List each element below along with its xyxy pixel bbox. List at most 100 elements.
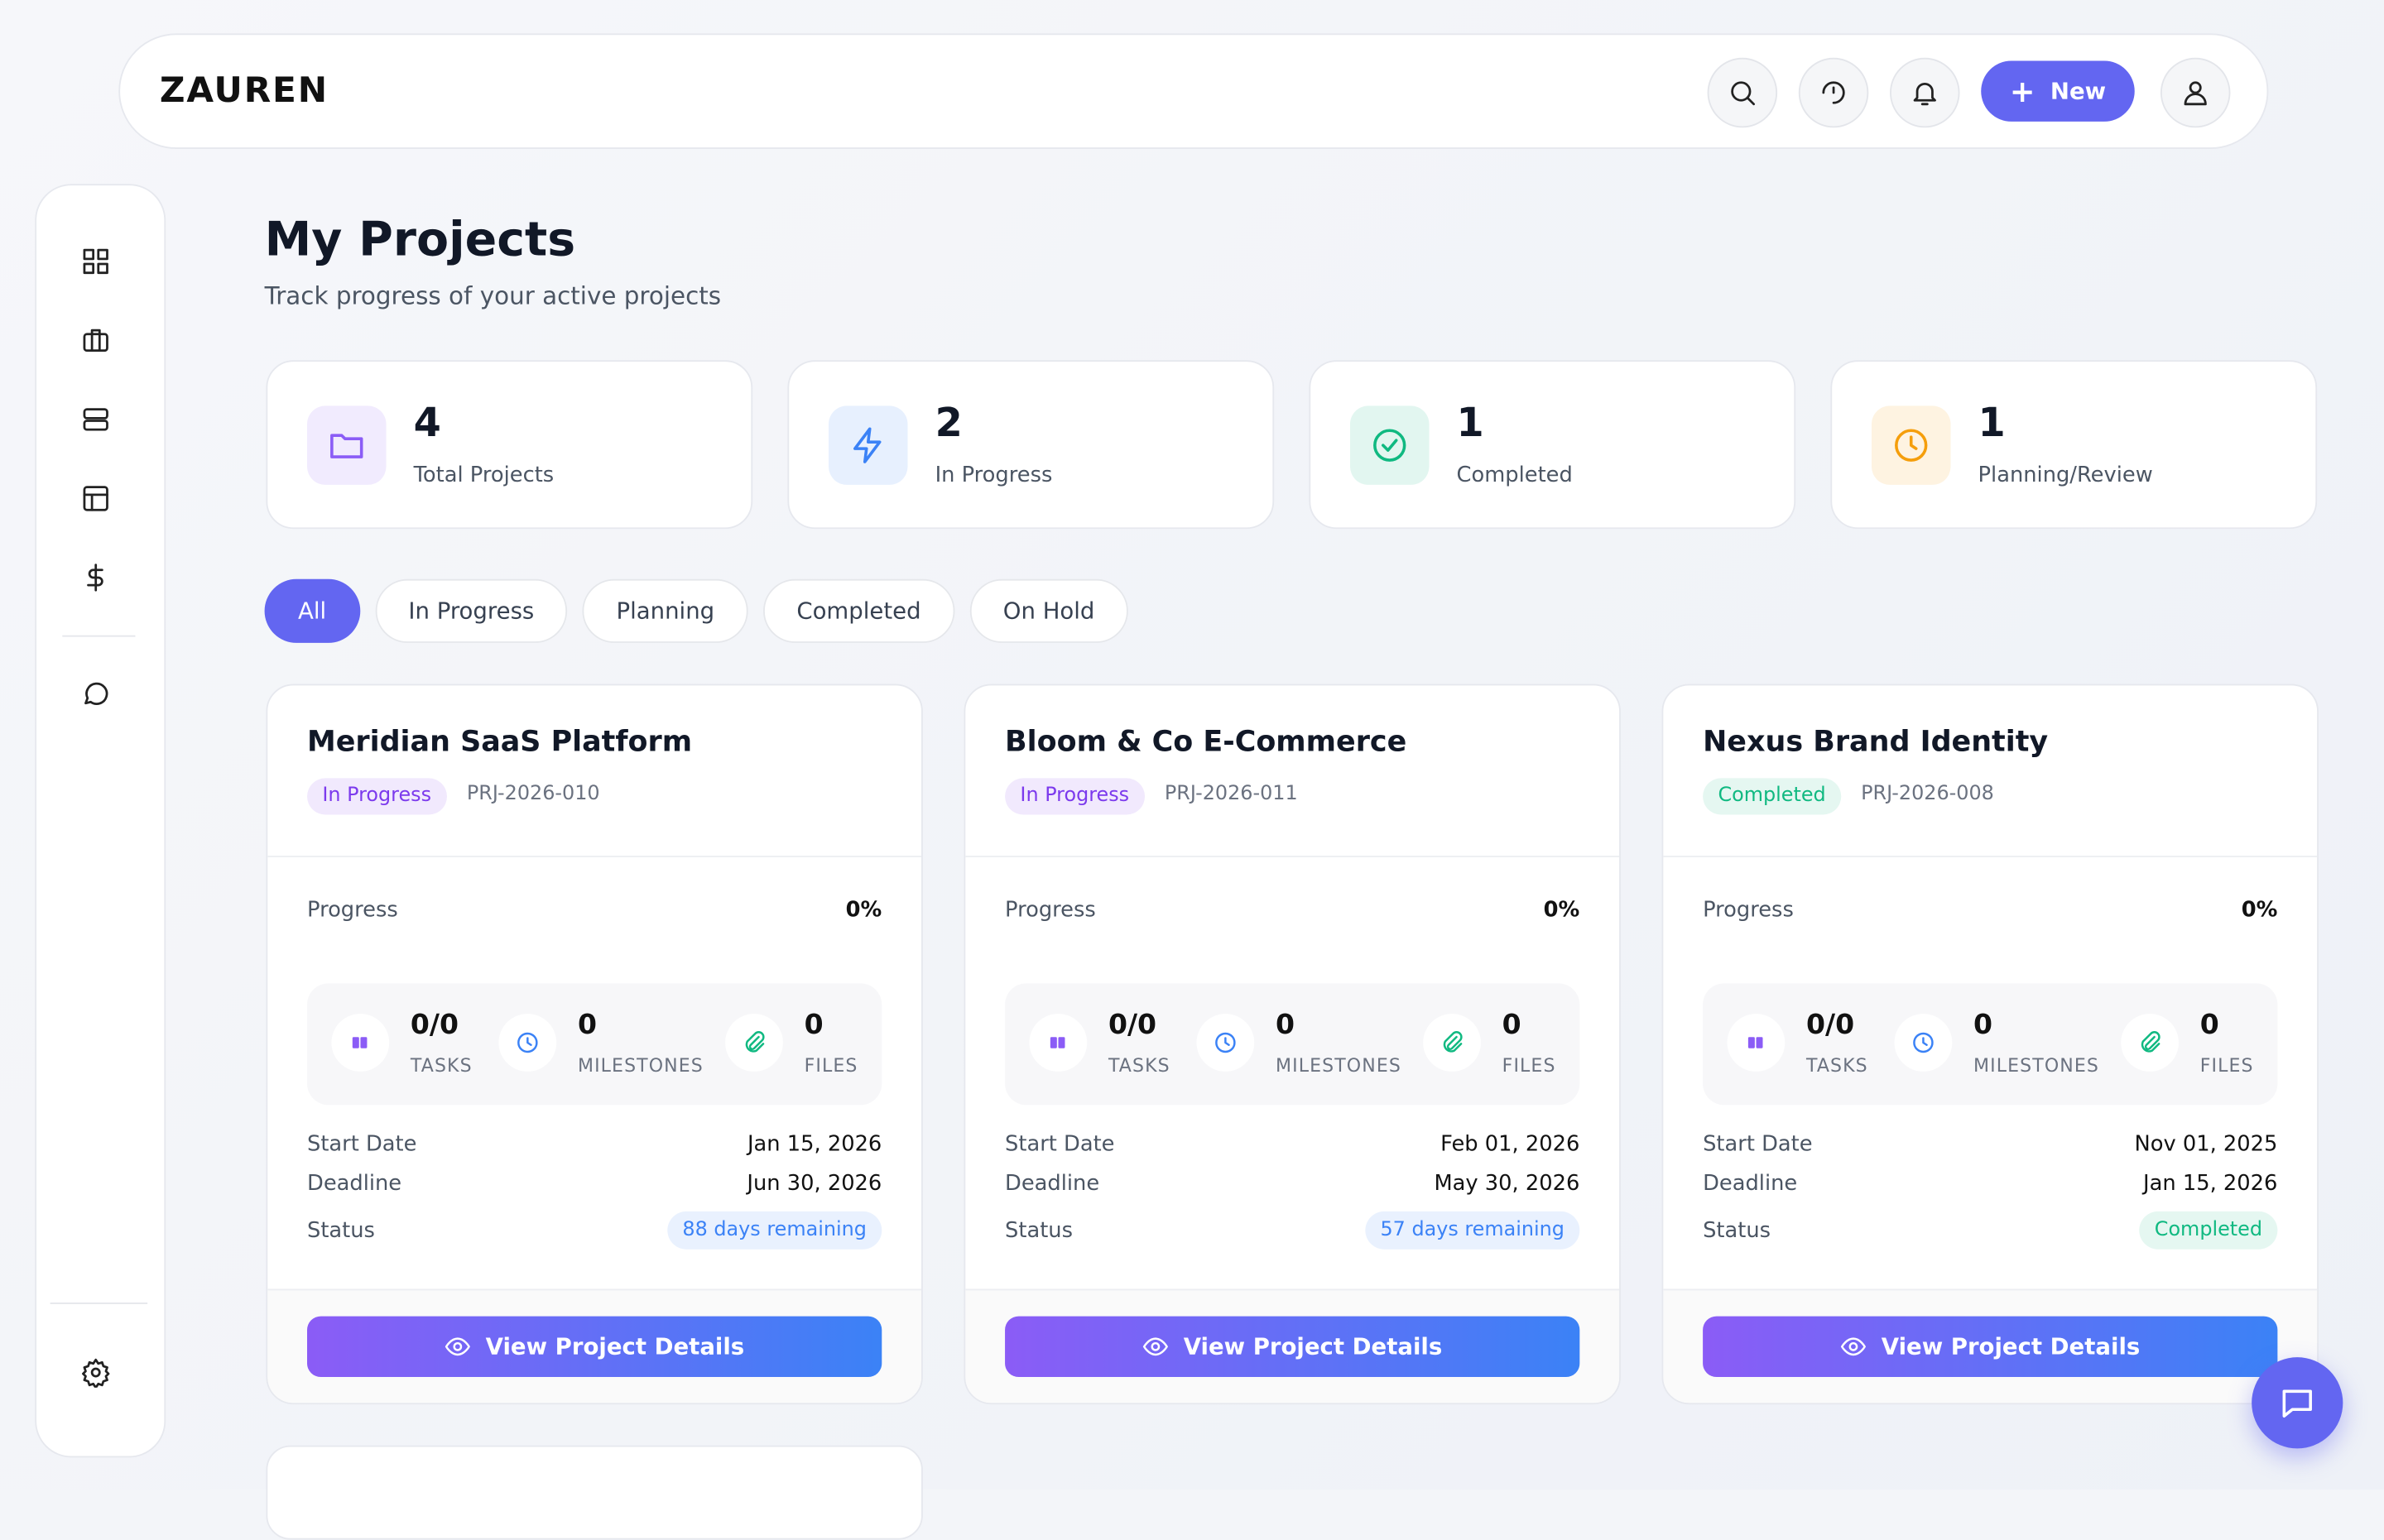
top-bar: ZAUREN + New bbox=[118, 33, 2269, 149]
billing-nav[interactable] bbox=[80, 563, 111, 593]
tasks-value: 0/0 bbox=[1805, 1009, 1855, 1042]
status-label: Status bbox=[1005, 1219, 1074, 1244]
view-details-button[interactable]: View Project Details bbox=[1703, 1316, 2278, 1378]
start-label: Start Date bbox=[307, 1132, 417, 1157]
plus-icon: + bbox=[2009, 73, 2036, 110]
milestones-icon bbox=[1196, 1014, 1255, 1072]
remaining-badge: 88 days remaining bbox=[667, 1211, 882, 1250]
status-badge: Completed bbox=[1703, 778, 1842, 815]
icon bbox=[1841, 1337, 1867, 1356]
filter-tab[interactable]: Completed bbox=[762, 578, 955, 643]
brand: ZAUREN bbox=[159, 71, 329, 112]
new-label: New bbox=[2050, 77, 2107, 105]
tasks-icon bbox=[1029, 1014, 1088, 1072]
dashboard-nav[interactable] bbox=[80, 247, 111, 277]
page-subtitle: Track progress of your active projects bbox=[264, 281, 722, 310]
start-value: Jan 15, 2026 bbox=[747, 1132, 882, 1157]
start-label: Start Date bbox=[1005, 1132, 1115, 1157]
progress-value: 0% bbox=[845, 898, 882, 923]
messages-nav[interactable] bbox=[80, 678, 111, 708]
projects-nav[interactable] bbox=[80, 325, 111, 356]
status-label: Status bbox=[307, 1219, 375, 1244]
deadline-value: Jun 30, 2026 bbox=[747, 1172, 882, 1197]
filter-tab[interactable]: Planning bbox=[583, 578, 748, 643]
icon bbox=[330, 434, 363, 458]
progress-label: Progress bbox=[1703, 898, 1794, 923]
icon bbox=[745, 1031, 765, 1053]
icon bbox=[1895, 429, 1928, 462]
remaining-badge: 57 days remaining bbox=[1365, 1211, 1580, 1250]
new-button[interactable]: + New bbox=[1981, 60, 2135, 122]
settings-nav[interactable] bbox=[80, 1357, 111, 1388]
history-button[interactable] bbox=[1798, 57, 1869, 128]
chat-button[interactable] bbox=[2252, 1357, 2343, 1449]
stat-icon bbox=[307, 405, 387, 485]
view-details-button[interactable]: View Project Details bbox=[307, 1316, 882, 1378]
filter-tab[interactable]: On Hold bbox=[969, 578, 1128, 643]
stat-card: 2 In Progress bbox=[787, 360, 1275, 530]
project-card: Meridian SaaS Platform In Progress PRJ-202… bbox=[266, 684, 923, 1405]
tasks-label: TASKS bbox=[410, 1054, 473, 1077]
icon bbox=[1373, 429, 1406, 462]
deadline-label: Deadline bbox=[307, 1172, 402, 1197]
stat-value: 1 bbox=[1456, 401, 1484, 447]
stat-value: 1 bbox=[1978, 401, 2006, 447]
profile-button[interactable] bbox=[2160, 57, 2231, 128]
files-icon bbox=[1423, 1014, 1481, 1072]
milestones-label: MILESTONES bbox=[1275, 1054, 1401, 1077]
stats-box: 0/0 TASKS 0 MILESTONES 0 FILES bbox=[1703, 983, 2278, 1106]
files-label: FILES bbox=[804, 1054, 858, 1077]
icon bbox=[1913, 1032, 1934, 1053]
deadline-value: Jan 15, 2026 bbox=[2143, 1172, 2278, 1197]
milestones-value: 0 bbox=[1275, 1009, 1295, 1042]
stat-label: Total Projects bbox=[413, 463, 555, 488]
icon bbox=[1215, 1032, 1236, 1053]
start-value: Feb 01, 2026 bbox=[1440, 1132, 1580, 1157]
filter-tab[interactable]: In Progress bbox=[374, 578, 568, 643]
milestones-label: MILESTONES bbox=[577, 1054, 704, 1077]
button-label: View Project Details bbox=[1183, 1332, 1443, 1360]
stat-value: 2 bbox=[935, 401, 963, 447]
project-name: Bloom & Co E-Commerce bbox=[1005, 725, 1407, 759]
sidebar bbox=[35, 184, 166, 1458]
project-name: Meridian SaaS Platform bbox=[307, 725, 693, 759]
layout-nav[interactable] bbox=[80, 483, 111, 514]
status-badge: In Progress bbox=[1005, 778, 1145, 815]
stat-value: 4 bbox=[413, 401, 441, 447]
deadline-value: May 30, 2026 bbox=[1434, 1172, 1580, 1197]
servers-nav[interactable] bbox=[80, 405, 111, 435]
status-badge: In Progress bbox=[307, 778, 447, 815]
view-details-button[interactable]: View Project Details bbox=[1005, 1316, 1580, 1378]
files-value: 0 bbox=[1502, 1009, 1521, 1042]
stat-icon bbox=[1349, 405, 1430, 485]
stats-box: 0/0 TASKS 0 MILESTONES 0 FILES bbox=[1005, 983, 1580, 1106]
remaining-badge: Completed bbox=[2139, 1211, 2278, 1250]
divider bbox=[50, 1303, 148, 1304]
start-value: Nov 01, 2025 bbox=[2134, 1132, 2278, 1157]
icon bbox=[853, 427, 882, 463]
divider bbox=[965, 856, 1620, 857]
files-label: FILES bbox=[2199, 1054, 2254, 1077]
stat-label: In Progress bbox=[935, 463, 1053, 488]
stat-card: 4 Total Projects bbox=[266, 360, 753, 530]
page-title: My Projects bbox=[264, 213, 576, 268]
milestones-label: MILESTONES bbox=[1973, 1054, 2099, 1077]
tasks-value: 0/0 bbox=[410, 1009, 459, 1042]
tasks-value: 0/0 bbox=[1108, 1009, 1157, 1042]
notifications-button[interactable] bbox=[1890, 57, 1960, 128]
project-id: PRJ-2026-008 bbox=[1861, 782, 1994, 806]
files-value: 0 bbox=[804, 1009, 824, 1042]
files-value: 0 bbox=[2199, 1009, 2219, 1042]
tasks-label: TASKS bbox=[1805, 1054, 1868, 1077]
search-button[interactable] bbox=[1707, 57, 1778, 128]
stat-icon bbox=[1871, 405, 1951, 485]
divider bbox=[267, 856, 922, 857]
icon bbox=[445, 1337, 471, 1356]
filter-tab[interactable]: All bbox=[264, 578, 360, 643]
progress-label: Progress bbox=[307, 898, 398, 923]
milestones-icon bbox=[1894, 1014, 1953, 1072]
deadline-label: Deadline bbox=[1005, 1172, 1100, 1197]
project-id: PRJ-2026-010 bbox=[466, 782, 600, 806]
tasks-label: TASKS bbox=[1108, 1054, 1170, 1077]
button-label: View Project Details bbox=[485, 1332, 745, 1360]
